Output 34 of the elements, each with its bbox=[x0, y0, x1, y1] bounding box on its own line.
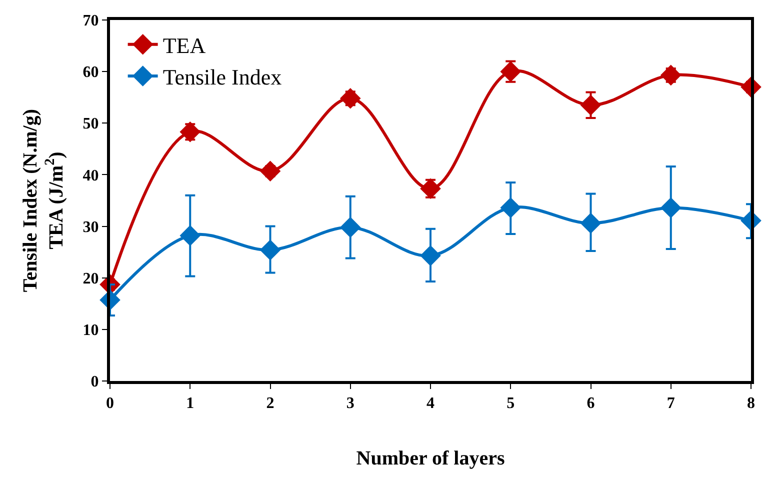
point bbox=[500, 197, 522, 218]
point bbox=[260, 240, 281, 260]
point bbox=[660, 64, 682, 86]
x-tick-label: 6 bbox=[586, 395, 595, 412]
point bbox=[660, 197, 682, 218]
point bbox=[420, 178, 441, 200]
y-tick-label: 20 bbox=[82, 270, 99, 288]
y-tick-label: 10 bbox=[82, 322, 99, 340]
point bbox=[340, 88, 361, 109]
y-tick-label: 30 bbox=[82, 218, 99, 236]
x-tick-label: 8 bbox=[747, 395, 755, 412]
x-tick-label: 3 bbox=[346, 395, 354, 412]
point bbox=[260, 160, 281, 182]
x-tick-label: 4 bbox=[426, 395, 434, 412]
point bbox=[580, 212, 602, 234]
x-tick-label: 5 bbox=[506, 395, 515, 412]
point bbox=[340, 216, 361, 238]
x-tick-label: 7 bbox=[666, 395, 675, 412]
point bbox=[420, 245, 441, 266]
y-tick-label: 0 bbox=[90, 374, 99, 391]
point bbox=[500, 61, 522, 82]
point bbox=[580, 94, 602, 116]
x-axis-title: Number of layers bbox=[356, 448, 505, 470]
y-tick-label: 60 bbox=[82, 64, 99, 82]
x-tick-label: 0 bbox=[106, 395, 114, 412]
y-tick-label: 50 bbox=[82, 116, 99, 133]
legend-label: TEA bbox=[162, 32, 206, 58]
x-tick-label: 1 bbox=[186, 395, 194, 412]
point bbox=[180, 122, 201, 142]
point bbox=[180, 225, 201, 246]
x-tick-label: 2 bbox=[266, 395, 274, 412]
legend-label: Tensile Index bbox=[162, 64, 282, 90]
y-tick-label: 40 bbox=[82, 167, 99, 184]
y-tick-label: 70 bbox=[82, 12, 99, 30]
